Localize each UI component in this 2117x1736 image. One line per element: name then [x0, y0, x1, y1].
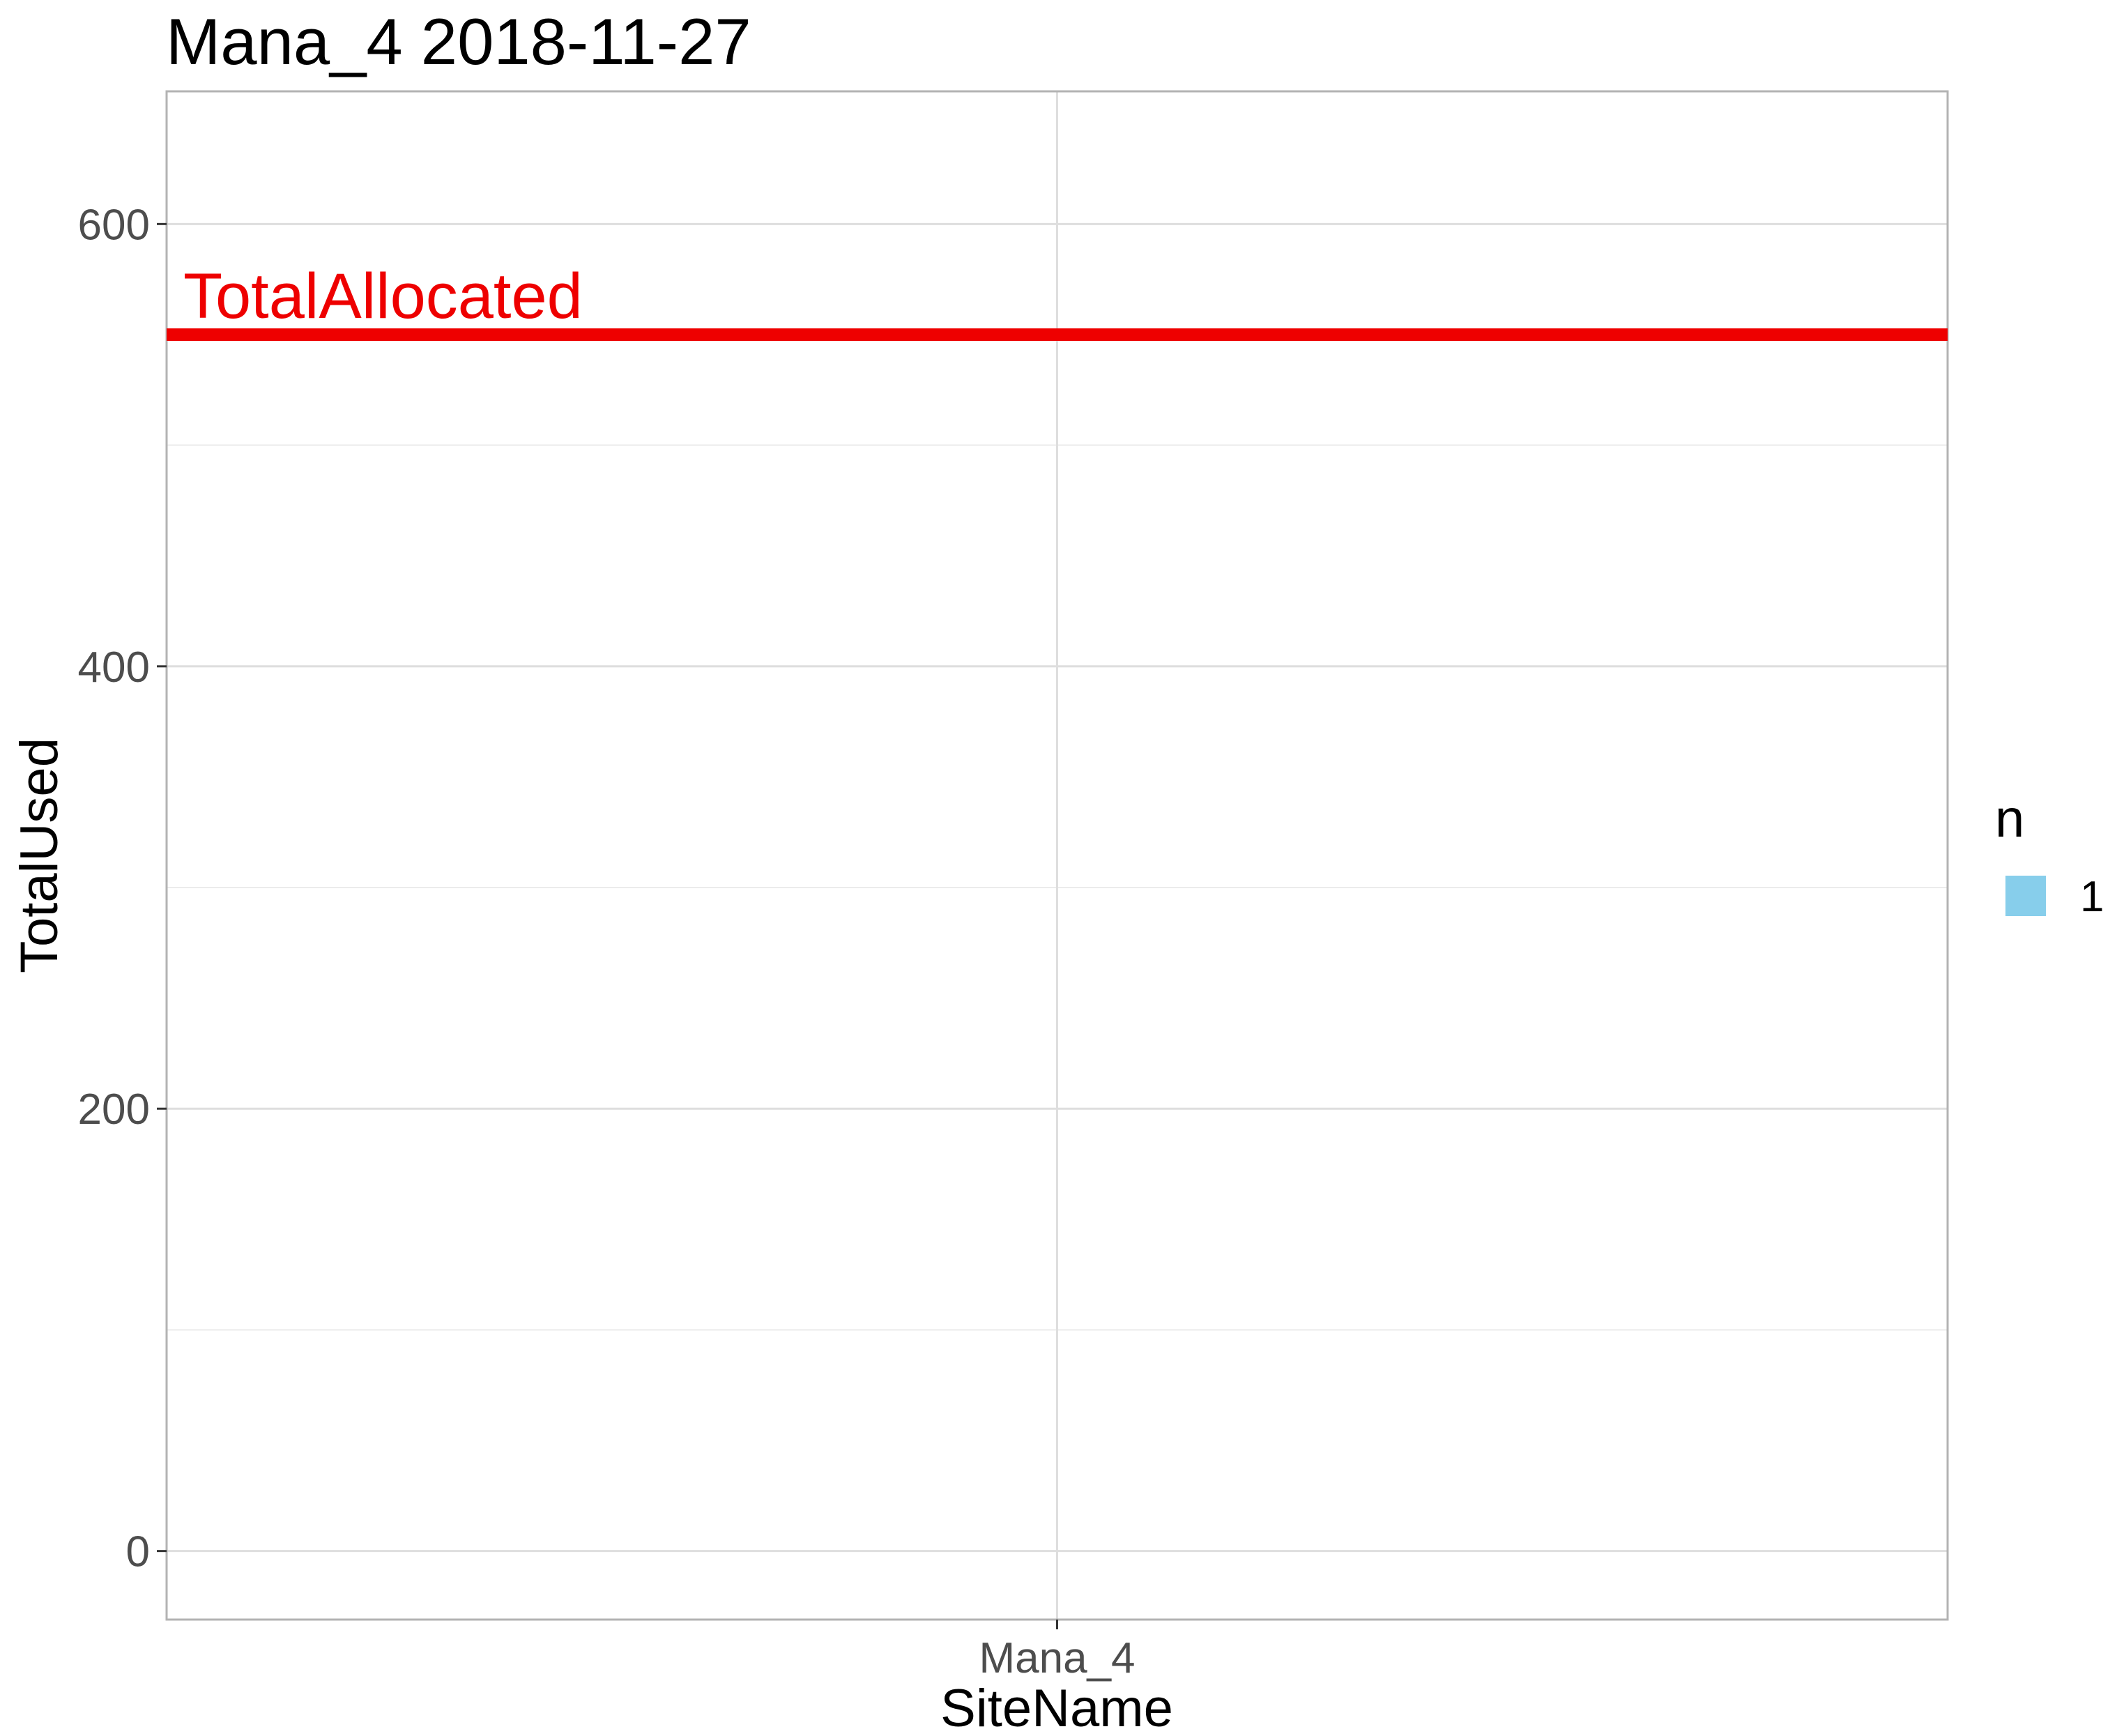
- y-tick-label: 0: [126, 1528, 150, 1576]
- total-allocated-label: TotalAllocated: [183, 261, 583, 332]
- x-tick-label: Mana_4: [979, 1634, 1135, 1682]
- y-axis-ticks: 0 200 400 600: [78, 201, 167, 1576]
- legend: n 1: [1995, 789, 2104, 921]
- x-axis-title: SiteName: [940, 1679, 1173, 1736]
- chart-title: Mana_4 2018-11-27: [166, 5, 751, 78]
- legend-title: n: [1995, 789, 2024, 848]
- x-axis-ticks: Mana_4: [979, 1620, 1136, 1682]
- y-tick-label: 200: [78, 1086, 150, 1134]
- y-axis-title: TotalUsed: [10, 738, 69, 973]
- legend-key: [2005, 876, 2046, 916]
- reference-line-group: TotalAllocated: [167, 261, 1948, 341]
- y-tick-label: 600: [78, 201, 150, 249]
- legend-label: 1: [2080, 873, 2104, 921]
- y-tick-label: 400: [78, 644, 150, 692]
